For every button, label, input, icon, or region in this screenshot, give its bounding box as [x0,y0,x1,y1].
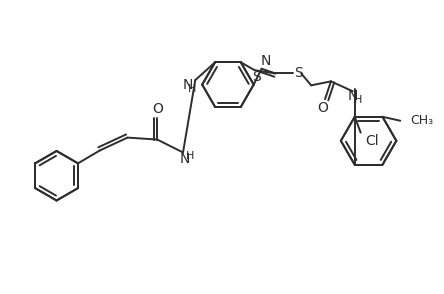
Text: S: S [252,70,261,84]
Text: CH₃: CH₃ [410,114,433,127]
Text: S: S [294,66,303,81]
Text: H: H [353,95,362,105]
Text: N: N [260,54,271,68]
Text: N: N [180,152,190,166]
Text: O: O [317,101,329,115]
Text: H: H [186,151,194,161]
Text: Cl: Cl [365,133,379,148]
Text: N: N [182,78,193,92]
Text: N: N [348,89,358,103]
Text: H: H [188,84,197,94]
Text: O: O [152,102,163,116]
